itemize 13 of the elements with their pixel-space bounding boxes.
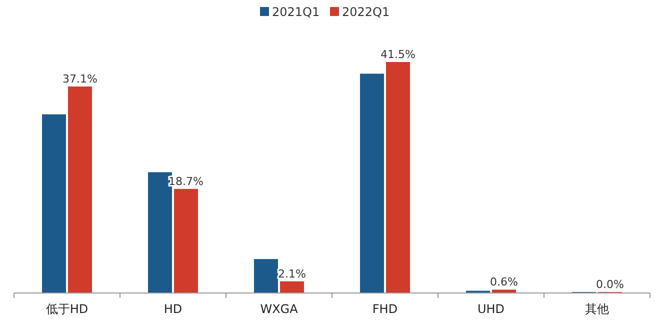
x-tick-label: 低于HD bbox=[46, 302, 88, 316]
legend-label: 2021Q1 bbox=[272, 5, 320, 19]
x-tick-label: HD bbox=[164, 302, 182, 316]
x-tick-label: UHD bbox=[477, 302, 505, 316]
x-tick-label: FHD bbox=[372, 302, 398, 316]
legend-label: 2022Q1 bbox=[342, 5, 390, 19]
x-tick-label: 其他 bbox=[585, 302, 609, 316]
x-tick-label: WXGA bbox=[260, 302, 299, 316]
data-label: 0.6% bbox=[490, 276, 518, 289]
data-label: 2.1% bbox=[278, 267, 306, 280]
data-label: 0.0% bbox=[596, 278, 624, 291]
data-label: 37.1% bbox=[62, 72, 98, 86]
data-label: 41.5% bbox=[380, 48, 416, 61]
